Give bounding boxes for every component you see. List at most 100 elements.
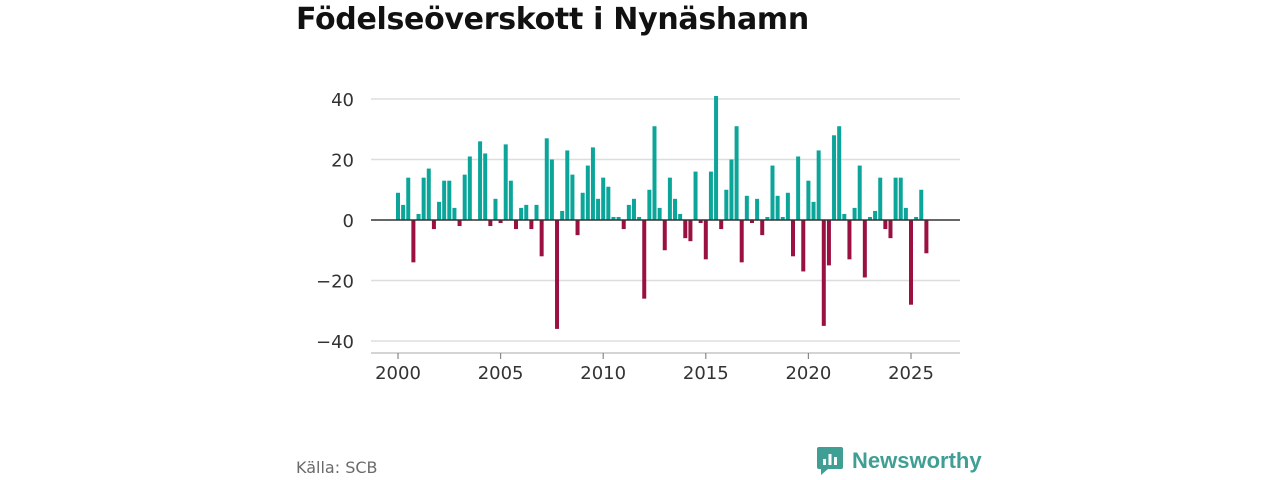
bar: [560, 210, 565, 220]
bar: [873, 210, 878, 220]
bar: [791, 220, 796, 257]
bar: [549, 159, 554, 220]
bar: [462, 174, 467, 220]
bar: [570, 174, 575, 220]
bar: [657, 207, 662, 220]
bar: [683, 220, 688, 239]
newsworthy-chart-logo-icon: [817, 447, 843, 475]
bar: [652, 126, 657, 220]
bar: [498, 220, 503, 224]
bar: [411, 220, 416, 263]
bar: [744, 195, 749, 220]
bar: [867, 216, 872, 220]
chart: 40 20 0 −20 −40 2000 2005 2010 2015 2020 2025: [316, 90, 960, 384]
bar: [426, 168, 431, 220]
bar: [447, 180, 452, 220]
bar: [513, 220, 518, 230]
y-axis: 40 20 0 −20 −40: [316, 90, 354, 353]
bar: [765, 216, 770, 220]
x-tick-label: 2015: [683, 363, 729, 384]
bar: [467, 156, 472, 220]
bar: [539, 220, 544, 257]
bar: [785, 192, 790, 220]
bar: [678, 213, 683, 220]
x-tick-label: 2025: [888, 363, 934, 384]
bar: [580, 192, 585, 220]
bar: [488, 220, 493, 227]
bar: [416, 213, 421, 220]
source-note: Källa: SCB: [296, 458, 378, 477]
bar: [442, 180, 447, 220]
brand-logo[interactable]: Newsworthy: [816, 446, 982, 476]
bar: [626, 204, 631, 220]
x-tick-label: 2020: [785, 363, 831, 384]
x-tick-label: 2010: [580, 363, 626, 384]
bar: [519, 207, 524, 220]
y-tick-label: −40: [316, 332, 354, 353]
bar: [457, 220, 462, 227]
bar: [857, 165, 862, 220]
bar: [673, 198, 678, 220]
bar: [611, 216, 616, 220]
bar: [898, 177, 903, 220]
bar: [826, 220, 831, 266]
bar: [811, 201, 816, 220]
bar: [421, 177, 426, 220]
y-tick-label: 40: [331, 90, 354, 111]
bar: [437, 201, 442, 220]
bar: [688, 220, 693, 242]
bar: [642, 220, 647, 299]
bar: [401, 204, 406, 220]
bar: [590, 147, 595, 220]
bar: [842, 213, 847, 220]
x-tick-label: 2005: [478, 363, 524, 384]
bar: [816, 150, 821, 220]
bar: [801, 220, 806, 272]
bar: [924, 220, 929, 254]
bar: [914, 216, 919, 220]
y-tick-label: −20: [316, 272, 354, 293]
bar: [601, 177, 606, 220]
bar: [478, 141, 483, 220]
bar: [534, 204, 539, 220]
bar: [893, 177, 898, 220]
bar: [724, 189, 729, 220]
bar: [832, 135, 837, 220]
brand-name: Newsworthy: [852, 448, 982, 473]
bar: [908, 220, 914, 305]
bar: [703, 220, 708, 260]
bar: [647, 189, 652, 220]
x-tick-label: 2000: [375, 363, 421, 384]
bar: [621, 220, 626, 230]
bar: [698, 220, 703, 224]
bar: [760, 220, 765, 236]
bar: [729, 159, 734, 220]
bar: [667, 177, 672, 220]
bar: [888, 220, 893, 239]
bar: [555, 220, 560, 329]
bar: [575, 220, 580, 236]
bar: [452, 207, 457, 220]
y-tick-label: 20: [331, 151, 354, 172]
bar: [719, 220, 724, 230]
bar: [431, 220, 436, 230]
x-axis: 2000 2005 2010 2015 2020 2025: [371, 352, 960, 384]
bar: [565, 150, 570, 220]
bar: [903, 207, 908, 220]
bar: [524, 204, 529, 220]
bar-series: [395, 95, 929, 329]
bar: [775, 195, 780, 220]
bar: [847, 220, 852, 260]
bar: [544, 138, 549, 220]
bar: [637, 216, 642, 220]
bar: [883, 220, 888, 230]
bar: [780, 216, 785, 220]
bar: [806, 180, 811, 220]
bar: [796, 156, 801, 220]
bar: [493, 198, 498, 220]
bar: [755, 198, 760, 220]
bar: [878, 177, 883, 220]
chart-title: Födelseöverskott i Nynäshamn: [296, 2, 809, 37]
bar: [708, 171, 713, 220]
bar: [606, 186, 611, 220]
